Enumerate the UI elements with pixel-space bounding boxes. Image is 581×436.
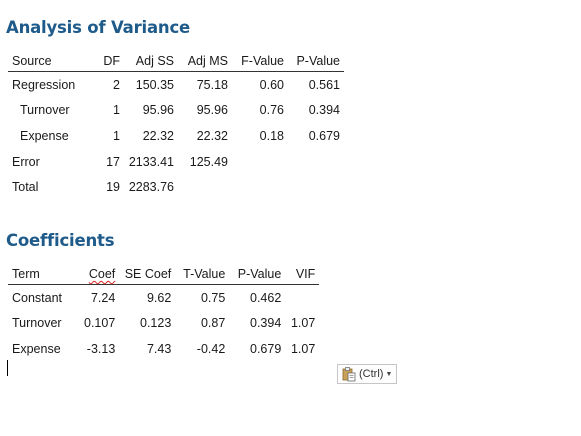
t-value-cell: 0.87 [200,316,226,331]
column-header: Source [8,52,90,72]
vif-cell: 1.07 [290,341,316,356]
table-row: Turnover 1 95.96 95.96 0.76 0.394 [8,98,344,124]
adj-ms-cell: 22.32 [196,128,228,143]
chevron-down-icon: ▼ [385,370,393,378]
t-value-cell: 0.75 [200,290,226,305]
column-header: P-Value [229,265,286,285]
adj-ms-cell: 75.18 [196,77,228,92]
coef-cell: -3.13 [86,341,116,356]
p-value-cell: 0.679 [250,341,282,356]
source-cell: Turnover [20,103,70,118]
table-row: Expense -3.13 7.43 -0.42 0.679 1.07 [8,336,319,362]
source-cell: Error [12,154,40,169]
table-row: Regression 2 150.35 75.18 0.60 0.561 [8,72,344,98]
p-value-cell [288,149,344,175]
adj-ss-cell: 2133.41 [128,154,174,169]
coef-cell: 7.24 [90,290,116,305]
f-value-cell [232,174,288,200]
se-coef-cell: 9.62 [146,290,172,305]
paste-options-label: (Ctrl) [359,368,384,380]
column-header: Coef [80,265,120,285]
p-value-cell [288,174,344,200]
f-value-cell: 0.60 [259,77,284,92]
f-value-cell: 0.76 [259,103,284,118]
adj-ms-cell: 95.96 [196,103,228,118]
df-cell: 17 [106,154,120,169]
p-value-cell: 0.394 [250,316,282,331]
t-value-cell: -0.42 [196,341,226,356]
df-cell: 2 [113,77,120,92]
p-value-cell: 0.679 [308,128,340,143]
anova-table: Source DF Adj SS Adj MS F-Value P-Value … [8,52,344,200]
coefficients-table: Term Coef SE Coef T-Value P-Value VIF Co… [8,265,320,362]
adj-ss-cell: 2283.76 [128,180,174,195]
column-header: T-Value [175,265,230,285]
source-cell: Regression [12,77,76,92]
adj-ss-cell: 95.96 [142,103,174,118]
adj-ms-cell [178,174,232,200]
coef-cell: 0.107 [84,316,116,331]
column-header: SE Coef [119,265,176,285]
se-coef-cell: 0.123 [140,316,172,331]
table-row: Error 17 2133.41 125.49 [8,149,344,175]
source-cell: Total [12,180,39,195]
term-cell: Constant [12,290,63,305]
column-header: P-Value [288,52,344,72]
table-row: Expense 1 22.32 22.32 0.18 0.679 [8,123,344,149]
f-value-cell [232,149,288,175]
spell-check-word[interactable]: Coef [88,267,116,281]
coefficients-title: Coefficients [6,231,115,250]
df-cell: 1 [113,128,120,143]
p-value-cell: 0.394 [308,103,340,118]
text-cursor [7,360,8,376]
table-row: Total 19 2283.76 [8,174,344,200]
table-row: Constant 7.24 9.62 0.75 0.462 [8,285,319,311]
term-cell: Turnover [12,316,62,331]
p-value-cell: 0.561 [308,77,340,92]
column-header: VIF [285,265,320,285]
column-header: Adj MS [178,52,232,72]
spell-check-word[interactable]: SE Coef [124,267,172,281]
vif-cell: 1.07 [290,316,316,331]
column-header: Adj SS [124,52,178,72]
p-value-cell: 0.462 [250,290,282,305]
source-cell: Expense [20,128,69,143]
df-cell: 19 [106,180,120,195]
f-value-cell: 0.18 [259,128,284,143]
column-header: DF [90,52,124,72]
anova-title: Analysis of Variance [6,18,191,37]
paste-options-button[interactable]: (Ctrl) ▼ [337,364,397,384]
adj-ss-cell: 22.32 [142,128,174,143]
clipboard-icon [342,367,356,382]
term-cell: Expense [12,341,61,356]
adj-ms-cell: 125.49 [189,154,228,169]
vif-cell [285,285,319,311]
se-coef-cell: 7.43 [146,341,172,356]
adj-ss-cell: 150.35 [135,77,174,92]
table-row: Turnover 0.107 0.123 0.87 0.394 1.07 [8,311,319,337]
column-header: F-Value [232,52,288,72]
column-header: Term [8,265,80,285]
df-cell: 1 [113,103,120,118]
